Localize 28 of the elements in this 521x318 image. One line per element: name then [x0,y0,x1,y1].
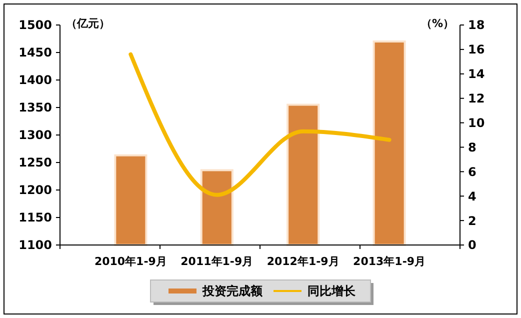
y-tick-label: 1250 [18,156,52,170]
x-tick-label: 2013年1-9月 [353,255,426,268]
line-series [128,52,392,197]
legend-label: 投资完成额 [202,284,264,298]
y-tick-label: 1200 [18,183,52,198]
y-tick-label: 1400 [18,73,52,88]
y2-tick-label: 16 [468,42,485,57]
legend-label: 同比增长 [308,284,356,298]
y2-tick-label: 8 [468,140,476,154]
y2-tick-label: 12 [468,92,485,106]
x-tick-label: 2011年1-9月 [180,255,254,268]
y-tick-label: 1150 [18,210,52,225]
y2-axis-title: （%） [420,17,454,30]
y2-tick-label: 10 [468,116,485,130]
y2-tick-label: 6 [468,164,476,179]
x-tick-label: 2012年1-9月 [266,255,340,268]
y-tick-label: 1100 [18,238,52,252]
y-tick-label: 1450 [18,46,52,60]
y-tick-label: 1500 [18,18,52,32]
y-tick-label: 1350 [18,100,52,115]
x-tick-label: 2010年1-9月 [94,255,167,268]
y2-tick-label: 18 [468,18,485,32]
y2-tick-label: 2 [468,214,476,228]
y2-tick-label: 0 [468,238,476,252]
y-axis-title: （亿元） [66,17,110,30]
y2-tick-label: 4 [468,189,476,204]
y-tick-label: 1300 [18,128,52,142]
y2-tick-label: 14 [468,67,485,82]
